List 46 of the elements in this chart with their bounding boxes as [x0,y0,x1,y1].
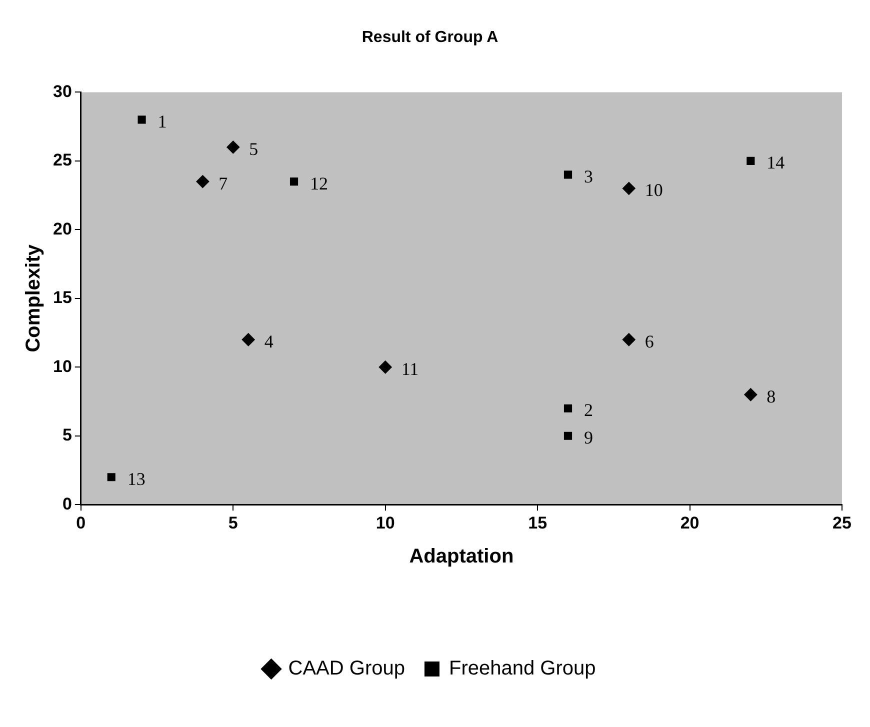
point [196,175,210,188]
annotation: 3 [584,166,594,186]
point [107,473,116,482]
y-tick-label: 15 [52,288,72,308]
point [744,388,758,402]
annotation: 4 [264,331,274,352]
annotation: 8 [766,386,776,406]
y-axis-title: Complexity [22,244,45,352]
x-tick-label: 10 [376,513,395,532]
chart-title: Result of Group A [362,29,499,46]
x-tick-label: 5 [228,513,238,532]
x-tick-label: 25 [832,513,852,532]
annotation: 13 [127,468,146,489]
y-tick-label: 20 [52,219,72,238]
point [622,182,636,195]
x-tick-label: 20 [680,513,700,532]
point [746,156,755,165]
x-axis-title: Adaptation [409,546,514,568]
point [564,170,572,179]
y-tick-label: 5 [62,426,72,445]
annotation: 12 [310,173,328,194]
point [226,140,240,154]
annotation: 14 [766,152,785,173]
annotation: 1 [158,111,167,132]
point [290,178,298,186]
y-tick-label: 0 [62,494,72,514]
annotation: 5 [249,138,258,159]
annotation: 9 [584,428,594,448]
annotation: 2 [584,400,594,420]
annotation: 7 [218,173,228,194]
x-tick-label: 0 [76,513,86,532]
legend-label: Freehand Group [448,658,596,680]
annotation: 6 [644,331,654,352]
legend-label: CAAD Group [288,658,405,680]
x-tick-label: 15 [528,513,548,532]
annotation: 10 [644,180,663,200]
point [378,360,392,374]
point [564,432,572,440]
y-tick-label: 30 [52,82,72,101]
point [138,116,146,124]
annotation: 11 [401,358,419,379]
y-tick-label: 10 [52,356,72,376]
y-tick-label: 25 [52,150,72,170]
point [622,333,636,346]
point [564,404,572,412]
point [242,333,255,346]
